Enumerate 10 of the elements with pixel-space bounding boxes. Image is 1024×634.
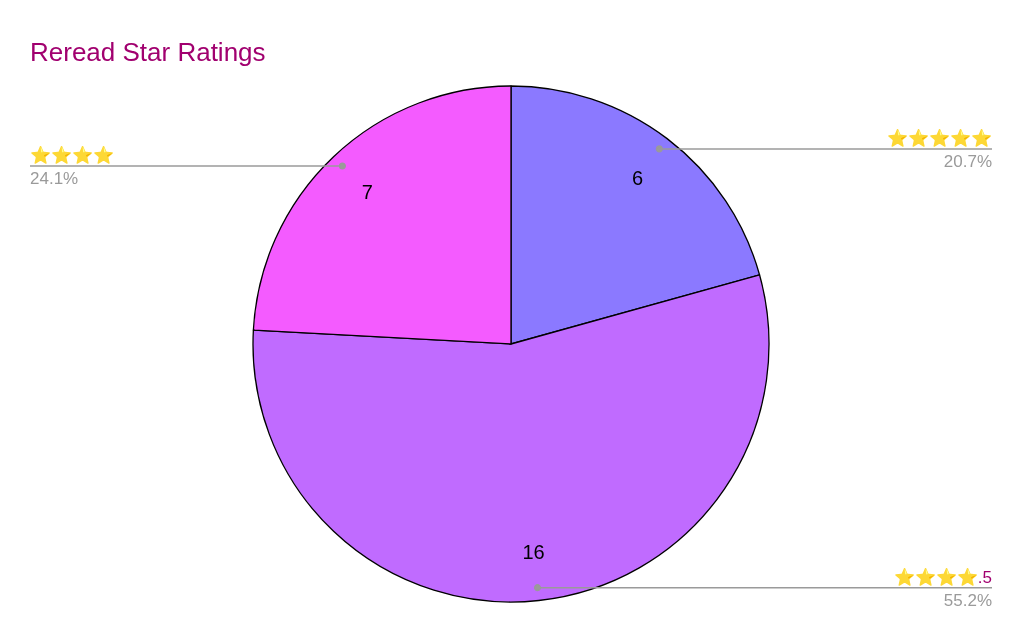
data-label: 6 bbox=[631, 166, 644, 189]
annotation: 24.1% bbox=[30, 169, 79, 189]
slice-label: ⭐⭐⭐⭐ bbox=[30, 146, 114, 166]
data-label: 7 bbox=[361, 181, 373, 204]
slice-label: ⭐⭐⭐⭐.5 bbox=[893, 567, 992, 587]
annotation: 55.2% bbox=[943, 590, 992, 610]
annotation: 20.7% bbox=[943, 151, 992, 171]
slice-label: ⭐⭐⭐⭐⭐ bbox=[887, 128, 992, 148]
chart-title: Reread Star Ratings bbox=[30, 37, 266, 67]
data-label: 16 bbox=[522, 540, 545, 563]
